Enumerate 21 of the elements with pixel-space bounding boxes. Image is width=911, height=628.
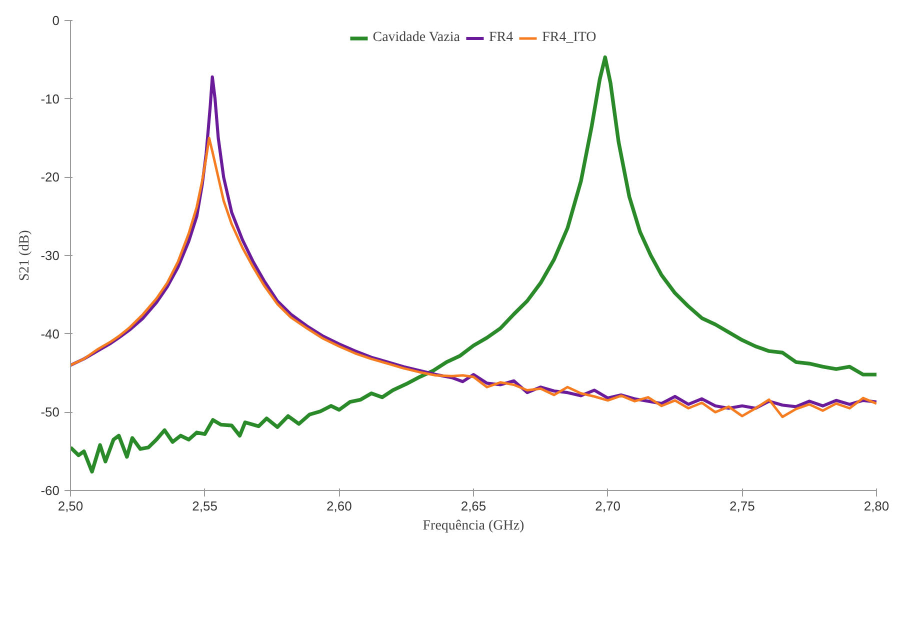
x-tick-label: 2,70 [595, 498, 620, 514]
legend-label: FR4 [488, 30, 514, 46]
x-tick-label: 2,75 [730, 498, 755, 514]
x-axis-title: Frequência (GHz) [422, 518, 525, 534]
y-tick-label: 0 [52, 13, 60, 28]
y-axis-title: S21 (dB) [18, 230, 33, 281]
y-tick-label: -50 [40, 404, 60, 420]
x-tick-label: 2,55 [192, 498, 218, 514]
x-tick-label: 2,65 [460, 498, 486, 514]
y-tick-label: -10 [40, 91, 60, 106]
line-series [70, 55, 876, 474]
line-series [70, 136, 876, 418]
y-tick-label: -20 [40, 170, 60, 185]
legend-label: FR4_ITO [542, 30, 596, 46]
y-tick-label: -60 [40, 483, 60, 498]
y-tick-label: -30 [40, 248, 60, 263]
y-tick-label: -40 [40, 326, 60, 342]
x-tick-label: 2,60 [326, 498, 352, 514]
legend-label: Cavidade Vazia [372, 30, 460, 46]
x-tick-label: 2,80 [864, 498, 890, 514]
x-tick-label: 2,50 [58, 498, 84, 514]
